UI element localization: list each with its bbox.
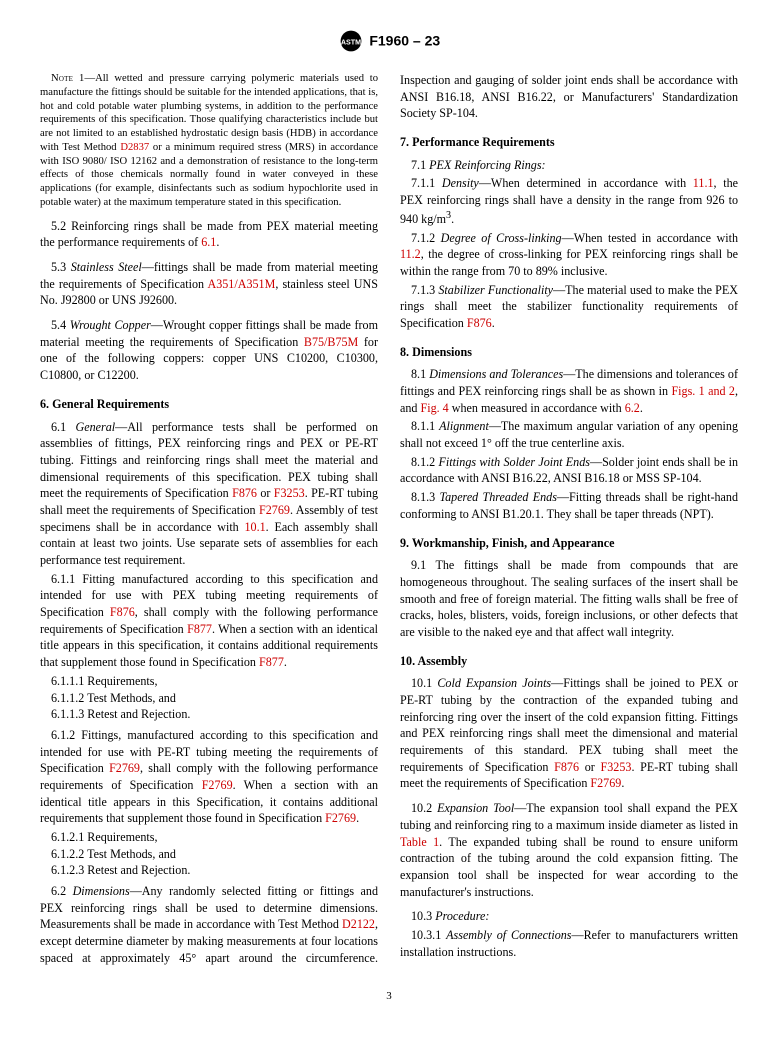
para-7-1-2: 7.1.2 Degree of Cross-linking—When teste… <box>400 230 738 280</box>
para-8-1-2: 8.1.2 Fittings with Solder Joint Ends—So… <box>400 454 738 487</box>
para-10-3-1: 10.3.1 Assembly of Connections—Refer to … <box>400 927 738 960</box>
ref-f2769-a: F2769 <box>259 503 290 517</box>
para-7-1-3: 7.1.3 Stabilizer Functionality—The mater… <box>400 282 738 332</box>
ref-f2769-e: F2769 <box>590 776 621 790</box>
page-header: ASTM F1960 – 23 <box>40 28 738 54</box>
ref-f876-c: F876 <box>467 316 492 330</box>
item-6-1-1-1: 6.1.1.1 Requirements, <box>40 673 378 690</box>
ref-fig-4: Fig. 4 <box>421 401 449 415</box>
ref-f3253-b: F3253 <box>601 760 632 774</box>
ref-a351: A351/A351M <box>207 277 275 291</box>
ref-11-2: 11.2 <box>400 247 421 261</box>
para-9-1: 9.1 The fittings shall be made from comp… <box>400 557 738 640</box>
astm-logo-icon: ASTM <box>338 28 364 54</box>
ref-f3253-a: F3253 <box>274 486 305 500</box>
para-10-3: 10.3 Procedure: <box>400 908 738 925</box>
body-columns: Note 1—All wetted and pressure carrying … <box>40 72 738 967</box>
para-6-1-1: 6.1.1 Fitting manufactured according to … <box>40 571 378 671</box>
para-5-2: 5.2 Reinforcing rings shall be made from… <box>40 218 378 251</box>
note-1: Note 1—All wetted and pressure carrying … <box>40 72 378 210</box>
ref-d2122: D2122 <box>342 917 375 931</box>
ref-table-1: Table 1 <box>400 835 439 849</box>
para-6-1-2: 6.1.2 Fittings, manufactured according t… <box>40 727 378 827</box>
ref-f876-a: F876 <box>232 486 257 500</box>
ref-f2769-c: F2769 <box>202 778 233 792</box>
heading-10: 10. Assembly <box>400 653 738 670</box>
ref-b75: B75/B75M <box>304 335 358 349</box>
para-8-1-3: 8.1.3 Tapered Threaded Ends—Fitting thre… <box>400 489 738 522</box>
heading-6: 6. General Requirements <box>40 396 378 413</box>
para-6-1: 6.1 General—All performance tests shall … <box>40 419 378 569</box>
designation-text: F1960 – 23 <box>369 32 440 48</box>
ref-6-2: 6.2 <box>625 401 640 415</box>
ref-11-1: 11.1 <box>693 176 714 190</box>
ref-10-1: 10.1 <box>244 520 265 534</box>
para-5-4: 5.4 Wrought Copper—Wrought copper fittin… <box>40 317 378 384</box>
ref-f876-b: F876 <box>110 605 135 619</box>
para-8-1: 8.1 Dimensions and Tolerances—The dimens… <box>400 366 738 416</box>
heading-8: 8. Dimensions <box>400 344 738 361</box>
item-6-1-2-2: 6.1.2.2 Test Methods, and <box>40 846 378 863</box>
heading-9: 9. Workmanship, Finish, and Appearance <box>400 535 738 552</box>
para-10-2: 10.2 Expansion Tool—The expansion tool s… <box>400 800 738 900</box>
para-7-1-1: 7.1.1 Density—When determined in accorda… <box>400 175 738 227</box>
ref-f877-a: F877 <box>187 622 212 636</box>
item-6-1-1-3: 6.1.1.3 Retest and Rejection. <box>40 706 378 723</box>
ref-figs-1-2: Figs. 1 and 2 <box>671 384 735 398</box>
svg-text:ASTM: ASTM <box>341 38 361 46</box>
ref-f876-d: F876 <box>554 760 579 774</box>
item-6-1-1-2: 6.1.1.2 Test Methods, and <box>40 690 378 707</box>
para-7-1: 7.1 PEX Reinforcing Rings: <box>400 157 738 174</box>
item-6-1-2-1: 6.1.2.1 Requirements, <box>40 829 378 846</box>
para-10-1: 10.1 Cold Expansion Joints—Fittings shal… <box>400 675 738 792</box>
ref-6-1: 6.1 <box>201 235 216 249</box>
ref-d2837: D2837 <box>120 142 149 153</box>
ref-f2769-d: F2769 <box>325 811 356 825</box>
page-number: 3 <box>40 989 738 1004</box>
para-8-1-1: 8.1.1 Alignment—The maximum angular vari… <box>400 418 738 451</box>
item-6-1-2-3: 6.1.2.3 Retest and Rejection. <box>40 862 378 879</box>
ref-f877-b: F877 <box>259 655 284 669</box>
heading-7: 7. Performance Requirements <box>400 134 738 151</box>
para-5-3: 5.3 Stainless Steel—fittings shall be ma… <box>40 259 378 309</box>
ref-f2769-b: F2769 <box>109 761 140 775</box>
